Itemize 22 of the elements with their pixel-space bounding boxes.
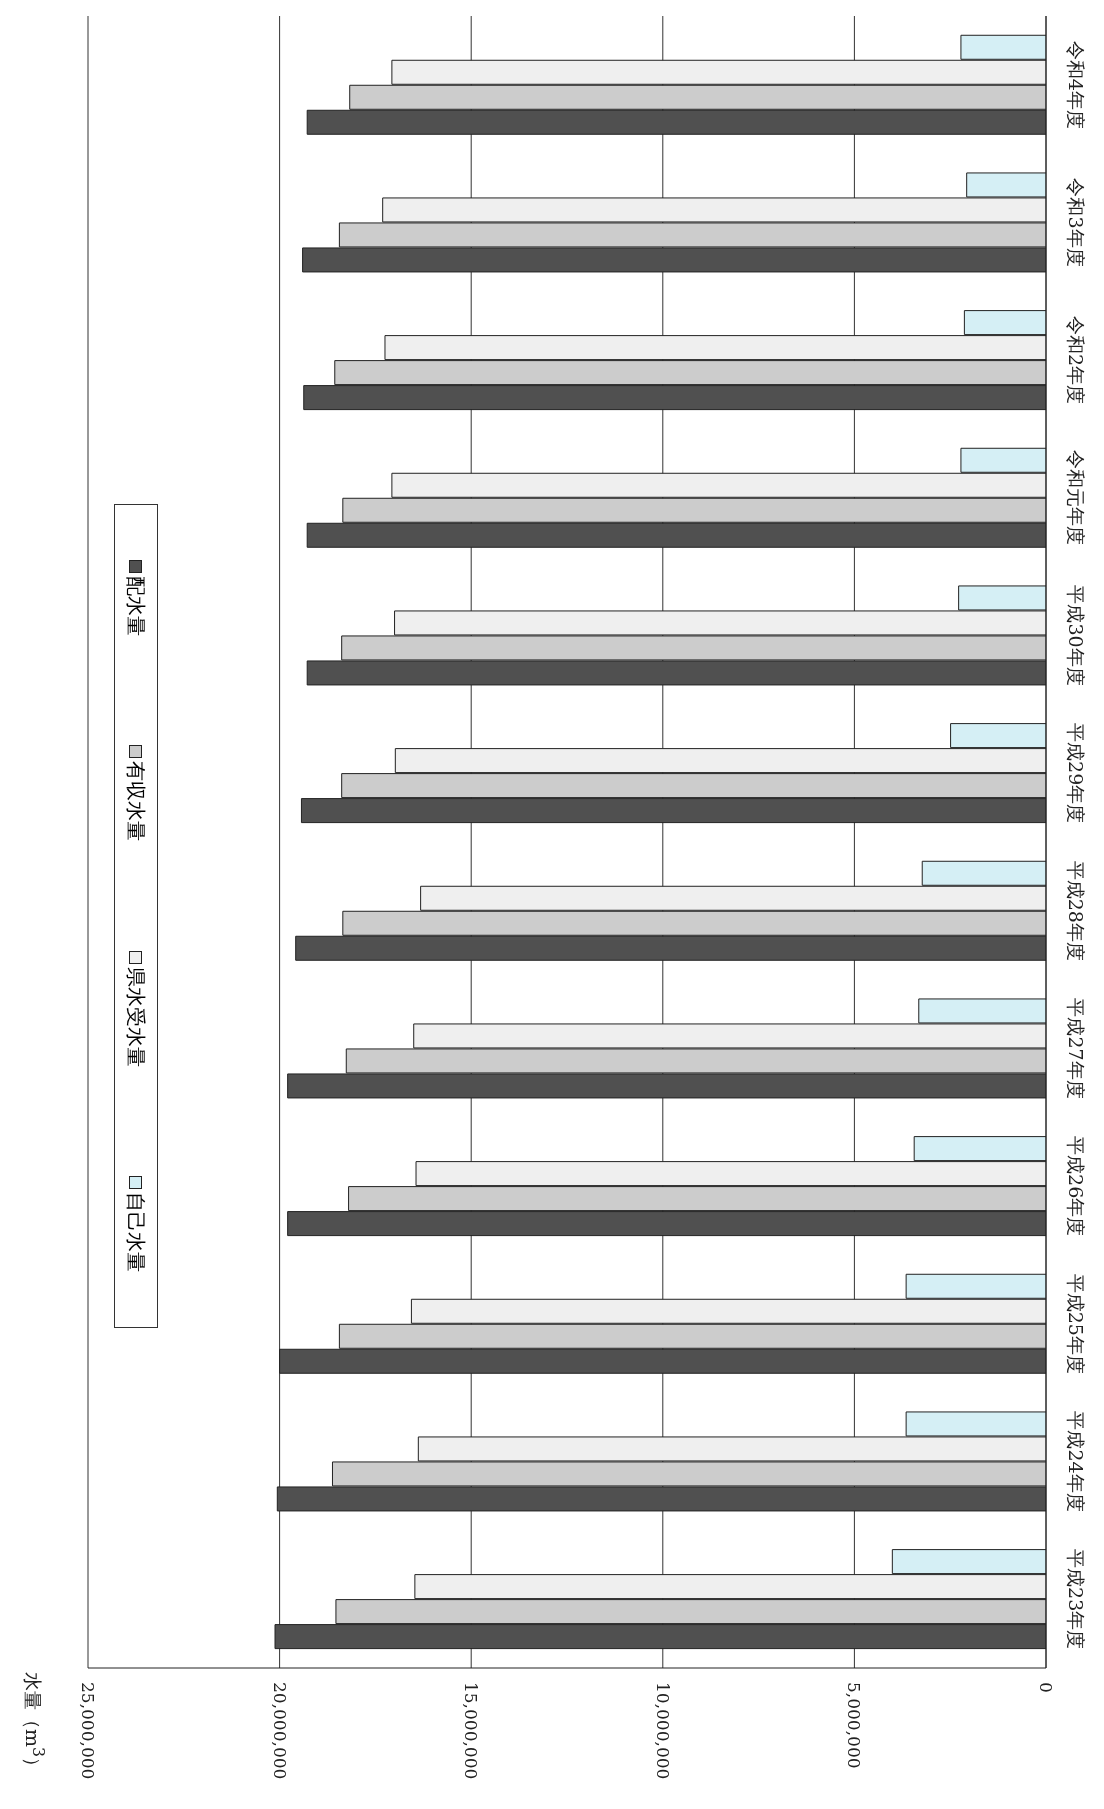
x-tick-label: 15,000,000 xyxy=(461,1682,482,1780)
y-tick-label: 平成29年度 xyxy=(1065,723,1087,824)
y-tick-label: 平成28年度 xyxy=(1065,860,1087,961)
y-tick-label: 平成24年度 xyxy=(1065,1411,1087,1512)
x-tick-label: 5,000,000 xyxy=(844,1682,865,1769)
legend-label: 県水受水量 xyxy=(123,966,150,1067)
x-tick-label: 20,000,000 xyxy=(269,1682,290,1780)
legend-label: 自己水量 xyxy=(123,1192,150,1273)
y-tick-label: 平成23年度 xyxy=(1065,1549,1087,1650)
x-tick-label: 25,000,000 xyxy=(78,1682,98,1780)
y-tick-label: 令和元年度 xyxy=(1065,450,1087,546)
x-tick-label: 0 xyxy=(1036,1682,1056,1693)
y-tick-label: 平成27年度 xyxy=(1065,998,1087,1099)
legend-label: 有収水量 xyxy=(123,761,150,842)
y-tick-label: 平成30年度 xyxy=(1065,585,1087,686)
y-tick-label: 令和4年度 xyxy=(1065,40,1087,129)
y-tick-label: 平成25年度 xyxy=(1065,1273,1087,1374)
y-tick-label: 令和3年度 xyxy=(1065,178,1087,267)
legend-label: 配水量 xyxy=(123,575,150,636)
y-tick-label: 令和2年度 xyxy=(1065,316,1087,405)
y-tick-label: 平成26年度 xyxy=(1065,1136,1087,1237)
x-tick-label: 10,000,000 xyxy=(652,1682,673,1780)
